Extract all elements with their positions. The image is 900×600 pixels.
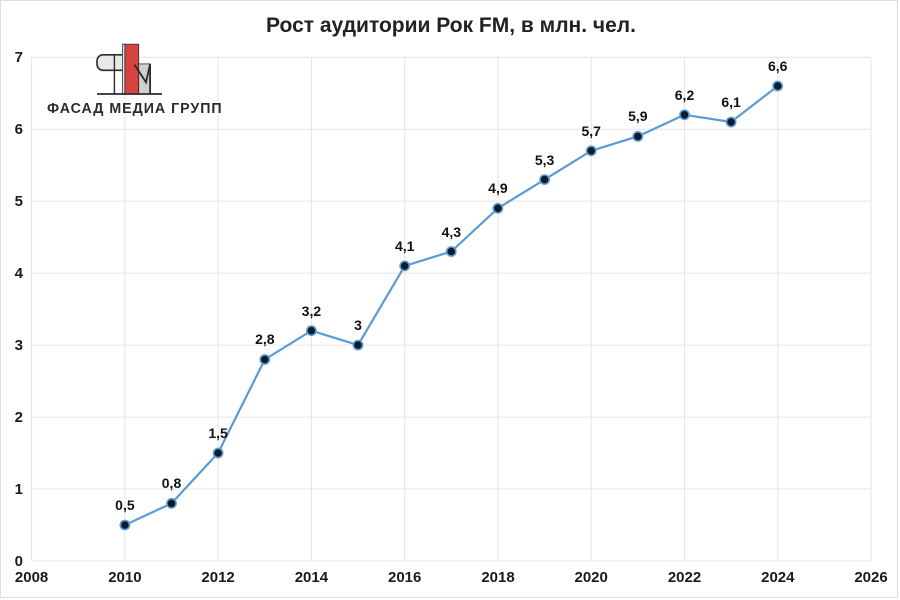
svg-text:4,1: 4,1 [395, 238, 415, 254]
svg-text:2: 2 [15, 409, 23, 426]
svg-text:5: 5 [15, 193, 23, 210]
svg-text:4,9: 4,9 [488, 180, 508, 196]
svg-text:6,6: 6,6 [768, 58, 788, 74]
svg-text:2014: 2014 [295, 569, 329, 586]
svg-text:5,7: 5,7 [581, 123, 601, 139]
svg-text:2008: 2008 [15, 569, 48, 586]
svg-text:2012: 2012 [201, 569, 234, 586]
svg-text:0: 0 [15, 553, 23, 570]
svg-text:2010: 2010 [108, 569, 141, 586]
svg-text:3: 3 [354, 317, 362, 333]
svg-text:7: 7 [15, 49, 23, 66]
svg-text:6,1: 6,1 [721, 94, 741, 110]
svg-text:5,3: 5,3 [535, 152, 555, 168]
svg-text:4: 4 [15, 265, 24, 282]
svg-text:0,8: 0,8 [162, 475, 182, 491]
svg-text:6,2: 6,2 [675, 87, 695, 103]
svg-text:2026: 2026 [854, 569, 887, 586]
svg-text:6: 6 [15, 121, 23, 138]
svg-text:2020: 2020 [575, 569, 608, 586]
svg-text:2018: 2018 [481, 569, 514, 586]
svg-text:1,5: 1,5 [208, 425, 228, 441]
svg-text:0,5: 0,5 [115, 497, 135, 513]
svg-text:1: 1 [15, 481, 23, 498]
svg-text:5,9: 5,9 [628, 108, 648, 124]
svg-text:2,8: 2,8 [255, 331, 275, 347]
svg-text:3: 3 [15, 337, 23, 354]
svg-text:3,2: 3,2 [302, 303, 322, 319]
svg-text:2022: 2022 [668, 569, 701, 586]
svg-text:2024: 2024 [761, 569, 795, 586]
svg-text:2016: 2016 [388, 569, 421, 586]
svg-text:4,3: 4,3 [442, 224, 462, 240]
